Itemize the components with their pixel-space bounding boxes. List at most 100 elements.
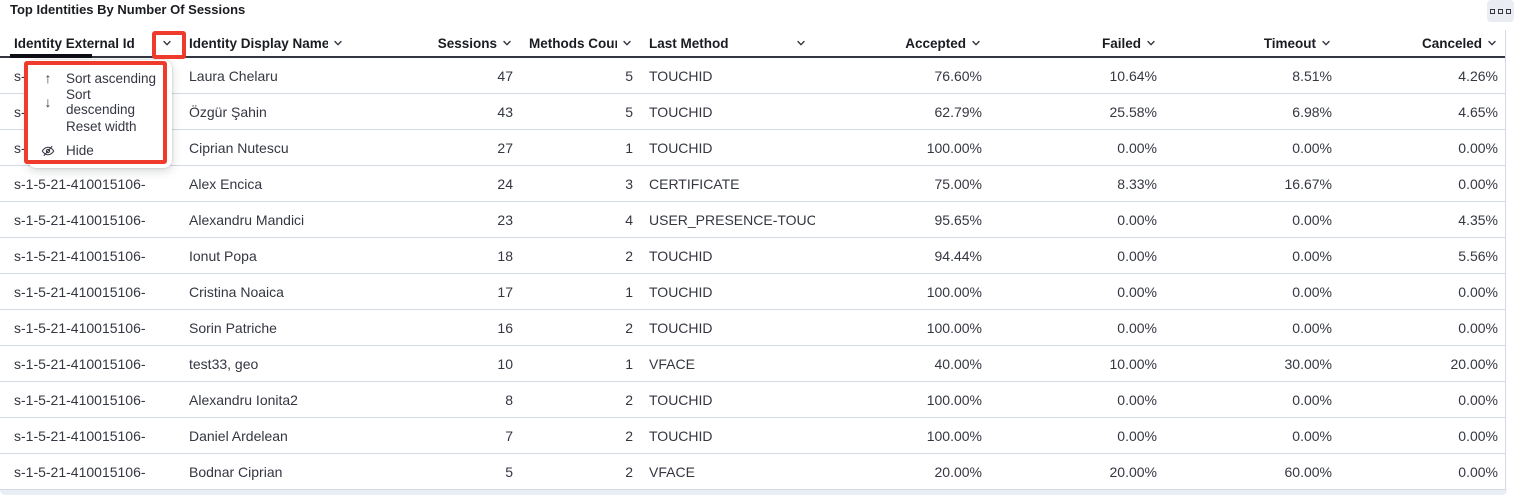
chevron-down-icon[interactable] (970, 37, 982, 49)
table-row: s-1-5-21-410015106- Alexandru Ionita2 8 2 TO… (0, 382, 1505, 418)
panel-options-button[interactable] (1487, 0, 1514, 22)
column-header-canceled[interactable]: Canceled (1340, 30, 1506, 56)
cell-last-method: TOUCHID (649, 103, 713, 120)
column-header-label: Canceled (1421, 35, 1482, 51)
cell-last-method: TOUCHID (649, 283, 713, 300)
cell-methods-count: 1 (625, 355, 633, 372)
cell-identity-display-name: Cristina Noaica (189, 283, 284, 300)
chevron-down-icon[interactable] (1320, 37, 1332, 49)
cell-failed: 10.64% (1109, 67, 1157, 84)
cell-methods-count: 3 (625, 175, 633, 192)
cell-canceled: 0.00% (1458, 139, 1498, 156)
column-header-timeout[interactable]: Timeout (1165, 30, 1340, 56)
cell-canceled: 0.00% (1458, 427, 1498, 444)
cell-sessions: 5 (505, 463, 513, 480)
cell-accepted: 20.00% (934, 463, 982, 480)
cell-sessions: 24 (497, 175, 513, 192)
cell-identity-external-id: s-1-5-21-410015106- (14, 355, 146, 372)
chevron-down-icon[interactable] (161, 37, 173, 49)
cell-failed: 25.58% (1109, 103, 1157, 120)
table-row: s-1-5-21-410015106-Özgür Şahin435TOUCHID… (0, 94, 1505, 130)
column-header-failed[interactable]: Failed (990, 30, 1165, 56)
column-header-label: Identity External Id (14, 35, 135, 51)
menu-item-hide[interactable]: Hide (28, 138, 172, 162)
cell-last-method: TOUCHID (649, 319, 713, 336)
chevron-down-icon[interactable] (501, 37, 513, 49)
cell-methods-count: 2 (625, 247, 633, 264)
chevron-down-icon[interactable] (795, 37, 807, 49)
cell-failed: 0.00% (1117, 283, 1157, 300)
cell-failed: 0.00% (1117, 247, 1157, 264)
cell-methods-count: 2 (625, 427, 633, 444)
menu-item-reset-width[interactable]: Reset width (28, 114, 172, 138)
column-header-last-method[interactable]: Last Method (641, 30, 815, 56)
cell-methods-count: 2 (625, 463, 633, 480)
data-grid: Identity External Id Identity Display Na… (0, 30, 1506, 490)
column-header-accepted[interactable]: Accepted (815, 30, 990, 56)
column-header-methods-count[interactable]: Methods Count (521, 30, 641, 56)
cell-last-method: VFACE (649, 463, 695, 480)
cell-canceled: 0.00% (1458, 463, 1498, 480)
cell-timeout: 60.00% (1284, 463, 1332, 480)
cell-identity-external-id: s-1-5-21-410015106- (14, 463, 146, 480)
column-header-label: Timeout (1263, 35, 1316, 51)
cell-timeout: 0.00% (1292, 427, 1332, 444)
cell-identity-external-id: s-1-5-21-410015106- (14, 247, 146, 264)
cell-identity-external-id: s-1-5-21-410015106- (14, 283, 146, 300)
cell-last-method: USER_PRESENCE-TOUC (649, 211, 815, 228)
cell-canceled: 5.56% (1458, 247, 1498, 264)
cell-identity-display-name: test33, geo (189, 355, 259, 372)
cell-accepted: 75.00% (934, 175, 982, 192)
cell-failed: 20.00% (1109, 463, 1157, 480)
cell-accepted: 62.79% (934, 103, 982, 120)
table-row: s-1-5-21-410015106- Daniel Ardelean 7 2 TOUC… (0, 418, 1505, 454)
grid-body: s-1-5-21-410015106-Laura Chelaru475TOUCH… (0, 58, 1505, 490)
column-actions-menu: ↑ Sort ascending ↓ Sort descending Reset… (28, 60, 172, 168)
menu-item-sort-ascending[interactable]: ↑ Sort ascending (28, 66, 172, 90)
cell-identity-external-id: s-1-5-21-410015106- (14, 319, 146, 336)
cell-canceled: 0.00% (1458, 319, 1498, 336)
cell-timeout: 16.67% (1284, 175, 1332, 192)
chevron-down-icon[interactable] (1486, 37, 1498, 49)
chevron-down-icon[interactable] (332, 37, 344, 49)
table-row: s-1-5-21-410015106-Laura Chelaru475TOUCH… (0, 58, 1505, 94)
cell-timeout: 8.51% (1292, 67, 1332, 84)
cell-identity-display-name: Ionut Popa (189, 247, 257, 264)
column-header-identity-external-id[interactable]: Identity External Id (0, 30, 181, 56)
menu-item-label: Sort descending (66, 87, 136, 117)
cell-identity-external-id: s-1-5-21-410015106- (14, 427, 146, 444)
cell-canceled: 20.00% (1450, 355, 1498, 372)
cell-identity-display-name: Bodnar Ciprian (189, 463, 283, 480)
cell-identity-external-id: s-1-5-21-410015106- (14, 391, 146, 408)
cell-methods-count: 2 (625, 391, 633, 408)
column-header-label: Sessions (437, 35, 497, 51)
cell-failed: 8.33% (1117, 175, 1157, 192)
menu-item-label: Reset width (66, 118, 137, 134)
cell-last-method: TOUCHID (649, 427, 713, 444)
column-header-label: Last Method (649, 35, 729, 51)
cell-sessions: 10 (497, 355, 513, 372)
arrow-down-icon: ↓ (44, 94, 52, 110)
menu-item-sort-descending[interactable]: ↓ Sort descending (28, 87, 172, 117)
cell-sessions: 27 (497, 139, 513, 156)
cell-last-method: VFACE (649, 355, 695, 372)
cell-identity-external-id: s-1-5-21-410015106- (14, 175, 146, 192)
cell-identity-display-name: Sorin Patriche (189, 319, 277, 336)
chevron-down-icon[interactable] (1145, 37, 1157, 49)
table-row: s-1-5-21-410015106- Ionut Popa 18 2 TOUCHID 9… (0, 238, 1505, 274)
cell-sessions: 18 (497, 247, 513, 264)
chevron-down-icon[interactable] (621, 37, 633, 49)
cell-failed: 0.00% (1117, 139, 1157, 156)
cell-sessions: 43 (497, 103, 513, 120)
column-header-label: Identity Display Name (189, 35, 328, 51)
column-header-identity-display-name[interactable]: Identity Display Name (181, 30, 352, 56)
grid-header-row: Identity External Id Identity Display Na… (0, 30, 1505, 58)
cell-last-method: CERTIFICATE (649, 175, 740, 192)
active-column-indicator (10, 54, 92, 58)
cell-accepted: 100.00% (926, 139, 982, 156)
cell-accepted: 95.65% (934, 211, 982, 228)
column-header-sessions[interactable]: Sessions (352, 30, 521, 56)
cell-identity-display-name: Alex Encica (189, 175, 263, 192)
cell-accepted: 40.00% (934, 355, 982, 372)
